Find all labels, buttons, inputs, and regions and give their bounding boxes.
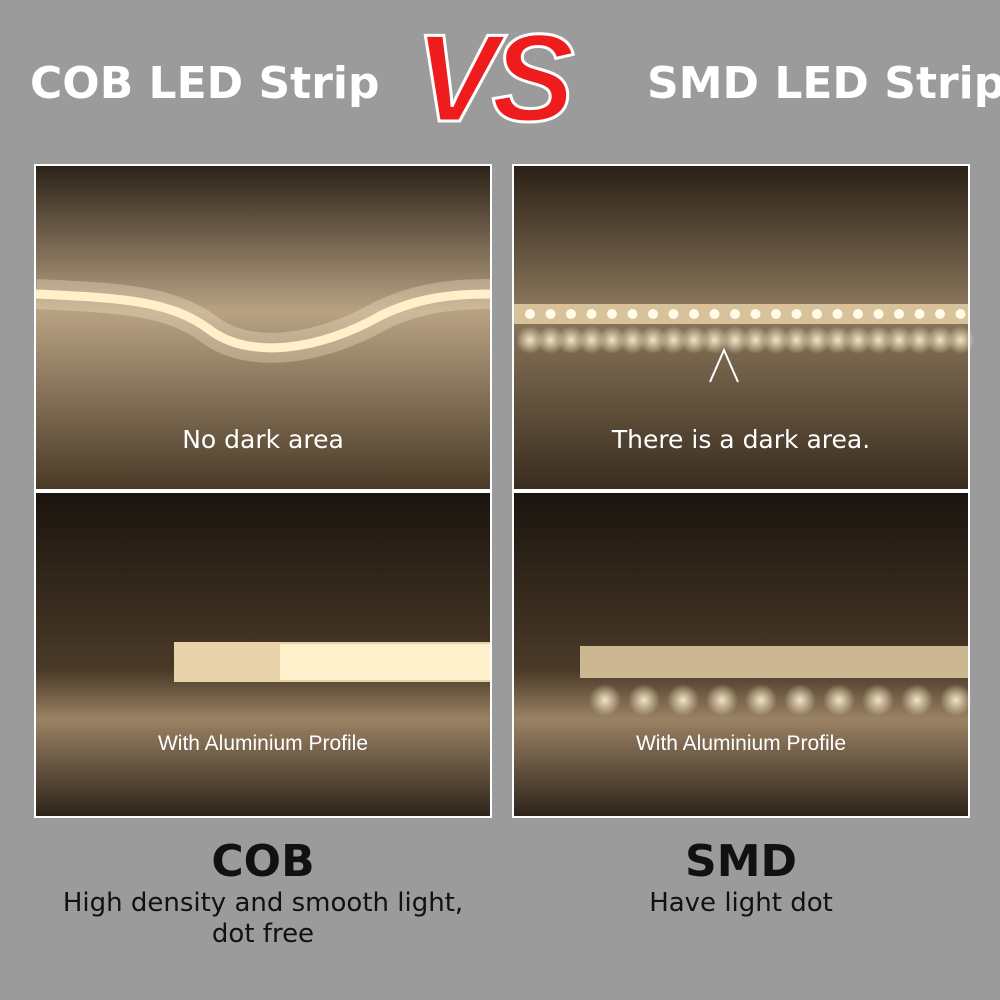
led-dot xyxy=(589,684,621,716)
led-dot xyxy=(853,309,863,319)
led-dot xyxy=(598,326,626,354)
led-dot xyxy=(905,326,934,354)
led-dot xyxy=(745,684,777,716)
led-dot xyxy=(832,309,843,319)
led-dot xyxy=(862,684,894,716)
led-dot xyxy=(940,684,972,716)
caption: There is a dark area. xyxy=(611,425,871,454)
led-dot xyxy=(803,326,831,354)
led-dot xyxy=(730,309,740,319)
led-dot xyxy=(784,684,816,716)
led-dot xyxy=(536,326,565,354)
led-dot xyxy=(668,309,679,319)
led-dot xyxy=(935,309,945,319)
caption: No dark area xyxy=(182,425,344,454)
footer-text: High density and smooth light, dot free xyxy=(62,888,464,949)
cob-strip xyxy=(35,289,491,353)
cob-top-photo xyxy=(36,166,490,489)
led-dot xyxy=(791,309,802,319)
led-dot xyxy=(885,326,913,354)
caption: With Aluminium Profile xyxy=(635,732,847,755)
led-dot xyxy=(628,684,660,716)
led-dot xyxy=(709,309,720,319)
led-dot xyxy=(873,309,884,319)
smd-profile xyxy=(580,646,968,678)
led-dot xyxy=(607,309,617,319)
led-dot xyxy=(926,326,954,354)
caption: With Aluminium Profile xyxy=(157,732,369,755)
led-dot xyxy=(545,309,556,319)
led-dot xyxy=(721,326,749,354)
led-dot xyxy=(639,326,667,354)
led-dot xyxy=(901,684,933,716)
cob-light xyxy=(280,644,490,680)
led-dot xyxy=(812,309,822,319)
led-dot xyxy=(864,326,893,354)
led-dot xyxy=(741,326,770,354)
smd-dots xyxy=(516,309,975,716)
led-dot xyxy=(557,326,585,354)
led-dot xyxy=(525,309,535,319)
led-dot xyxy=(659,326,688,354)
right-title: SMD LED Strip xyxy=(647,58,1000,109)
led-dot xyxy=(648,309,658,319)
led-dot xyxy=(516,326,544,354)
led-dot xyxy=(577,326,606,354)
led-dot xyxy=(955,309,966,319)
led-dot xyxy=(680,326,708,354)
footer-title: COB xyxy=(211,836,315,887)
smd-strip xyxy=(514,304,968,324)
led-dot xyxy=(946,326,975,354)
led-dot xyxy=(706,684,738,716)
footer-title: SMD xyxy=(685,836,797,887)
led-dot xyxy=(914,309,925,319)
led-dot xyxy=(700,326,729,354)
led-dot xyxy=(750,309,761,319)
led-dot xyxy=(823,326,852,354)
cob-glow xyxy=(35,279,491,363)
led-dot xyxy=(782,326,811,354)
led-dot xyxy=(894,309,904,319)
vs-label: VS xyxy=(414,9,576,150)
led-dot xyxy=(689,309,699,319)
caret xyxy=(709,347,739,383)
led-dot xyxy=(618,326,647,354)
led-dot xyxy=(667,684,699,716)
led-dot xyxy=(762,326,790,354)
led-dot xyxy=(627,309,638,319)
led-dot xyxy=(844,326,872,354)
footer-text: Have light dot xyxy=(649,888,833,918)
led-dot xyxy=(823,684,855,716)
led-dot xyxy=(771,309,781,319)
left-title: COB LED Strip xyxy=(30,58,380,109)
led-dot xyxy=(566,309,576,319)
led-dot xyxy=(586,309,597,319)
